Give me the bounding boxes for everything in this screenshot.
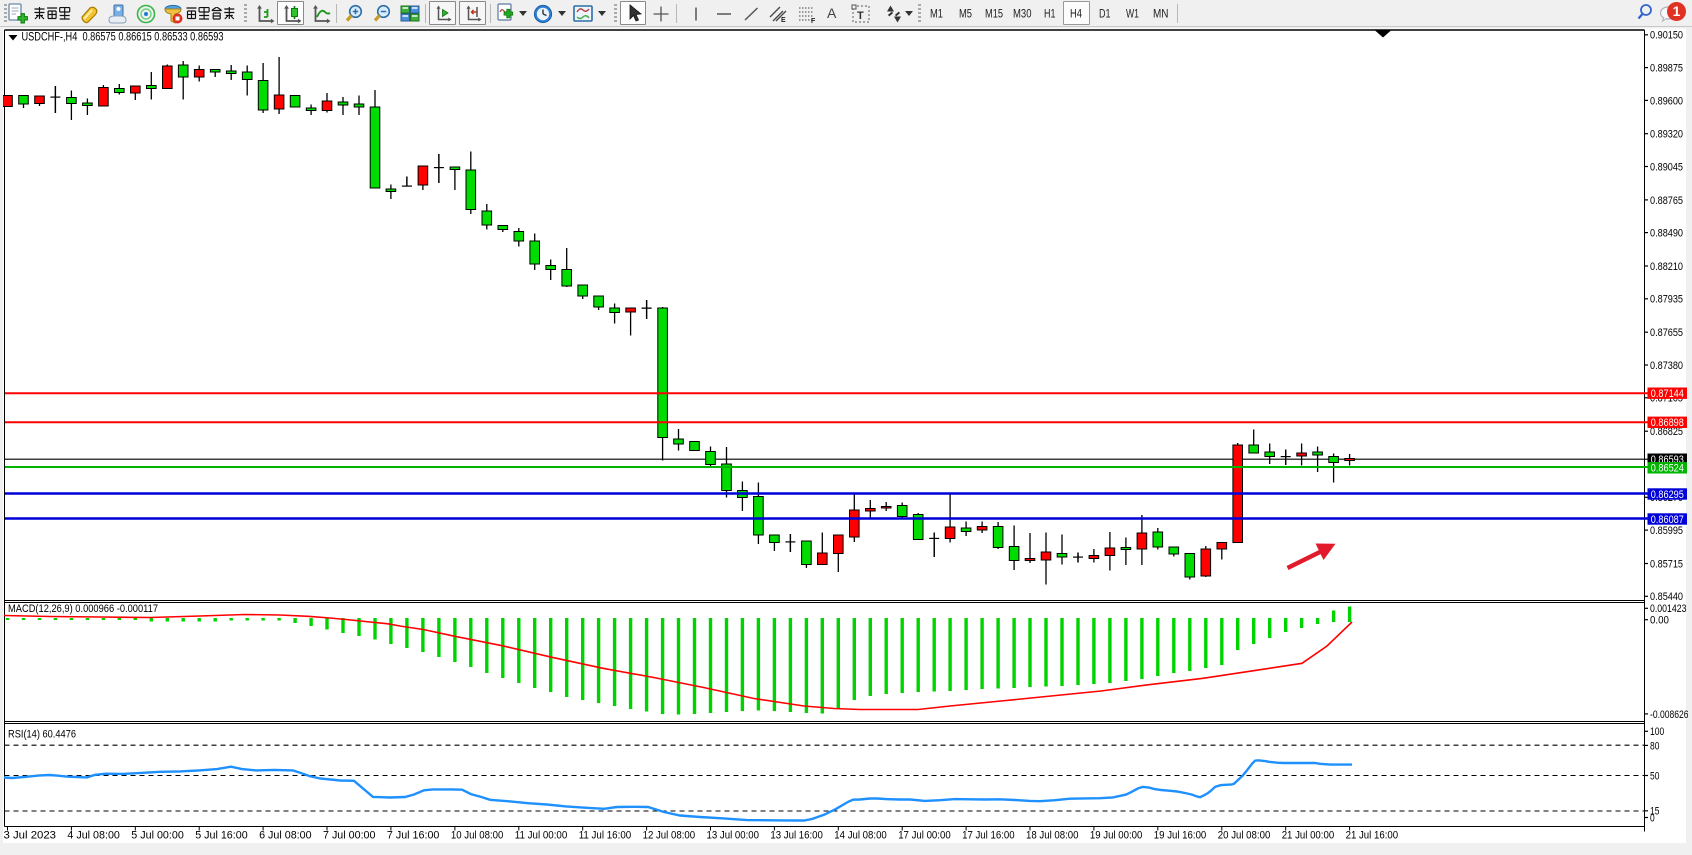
svg-text:0.87655: 0.87655: [1650, 327, 1683, 339]
svg-text:13 Jul 00:00: 13 Jul 00:00: [707, 830, 760, 842]
svg-text:0.89600: 0.89600: [1650, 95, 1683, 107]
svg-text:RSI(14) 60.4476: RSI(14) 60.4476: [8, 729, 76, 741]
svg-text:0.86898: 0.86898: [1651, 417, 1684, 429]
svg-text:80: 80: [1650, 740, 1659, 752]
svg-text:15: 15: [1650, 806, 1659, 818]
svg-text:H1: H1: [1044, 9, 1056, 21]
svg-text:7 Jul 16:00: 7 Jul 16:00: [387, 830, 440, 842]
svg-text:11 Jul 16:00: 11 Jul 16:00: [579, 830, 632, 842]
svg-text:0.89045: 0.89045: [1650, 161, 1683, 173]
svg-text:F: F: [811, 18, 816, 24]
svg-text:6 Jul 08:00: 6 Jul 08:00: [259, 830, 312, 842]
svg-text:0.86087: 0.86087: [1651, 514, 1684, 526]
svg-text:10 Jul 08:00: 10 Jul 08:00: [451, 830, 504, 842]
svg-text:0.88765: 0.88765: [1650, 195, 1683, 207]
svg-text:11 Jul 00:00: 11 Jul 00:00: [515, 830, 568, 842]
svg-text:14 Jul 08:00: 14 Jul 08:00: [834, 830, 887, 842]
svg-text:4 Jul 08:00: 4 Jul 08:00: [67, 830, 120, 842]
svg-text:0.87380: 0.87380: [1650, 360, 1683, 372]
svg-text:M30: M30: [1013, 9, 1032, 21]
svg-text:0.86825: 0.86825: [1650, 426, 1683, 438]
svg-text:E: E: [781, 17, 786, 24]
svg-text:0.00: 0.00: [1650, 615, 1669, 627]
svg-text:0.89875: 0.89875: [1650, 63, 1683, 75]
svg-text:0.86524: 0.86524: [1651, 463, 1684, 475]
svg-text:0.87144: 0.87144: [1651, 388, 1684, 400]
svg-text:3 Jul 2023: 3 Jul 2023: [4, 830, 56, 842]
svg-text:D1: D1: [1099, 9, 1111, 21]
svg-text:5 Jul 16:00: 5 Jul 16:00: [195, 830, 248, 842]
svg-text:19 Jul 00:00: 19 Jul 00:00: [1090, 830, 1143, 842]
svg-text:21 Jul 00:00: 21 Jul 00:00: [1282, 830, 1335, 842]
svg-text:5 Jul 00:00: 5 Jul 00:00: [131, 830, 184, 842]
svg-text:0: 0: [1650, 812, 1655, 824]
svg-text:50: 50: [1650, 770, 1659, 782]
svg-text:H4: H4: [1070, 9, 1082, 21]
svg-text:18 Jul 08:00: 18 Jul 08:00: [1026, 830, 1079, 842]
svg-text:0.85440: 0.85440: [1650, 591, 1683, 603]
svg-text:0.88210: 0.88210: [1650, 261, 1683, 273]
svg-text:0.001423: 0.001423: [1650, 603, 1687, 615]
svg-text:17 Jul 00:00: 17 Jul 00:00: [898, 830, 951, 842]
svg-text:MN: MN: [1153, 9, 1169, 21]
svg-text:13 Jul 16:00: 13 Jul 16:00: [770, 830, 823, 842]
svg-text:19 Jul 16:00: 19 Jul 16:00: [1154, 830, 1207, 842]
svg-text:17 Jul 16:00: 17 Jul 16:00: [962, 830, 1015, 842]
svg-text:M1: M1: [930, 9, 943, 21]
svg-text:20 Jul 08:00: 20 Jul 08:00: [1218, 830, 1271, 842]
svg-text:7 Jul 00:00: 7 Jul 00:00: [323, 830, 376, 842]
svg-text:0.85995: 0.85995: [1650, 525, 1683, 537]
svg-text:-0.008626: -0.008626: [1650, 709, 1689, 721]
svg-text:MACD(12,26,9) 0.000966 -0.0001: MACD(12,26,9) 0.000966 -0.000117: [8, 603, 158, 615]
svg-text:T: T: [857, 10, 864, 22]
svg-text:21 Jul 16:00: 21 Jul 16:00: [1346, 830, 1399, 842]
svg-text:100: 100: [1650, 726, 1664, 738]
svg-text:M5: M5: [959, 9, 972, 21]
svg-text:0.86295: 0.86295: [1651, 489, 1684, 501]
svg-text:W1: W1: [1126, 9, 1139, 21]
svg-text:USDCHF-,H4 0.86575 0.86615 0.: USDCHF-,H4 0.86575 0.86615 0.86533 0.865…: [22, 32, 224, 44]
svg-text:M15: M15: [985, 9, 1003, 21]
svg-text:0.88490: 0.88490: [1650, 228, 1683, 240]
svg-text:0.89320: 0.89320: [1650, 129, 1683, 141]
svg-text:0.90150: 0.90150: [1650, 30, 1683, 42]
svg-text:12 Jul 08:00: 12 Jul 08:00: [643, 830, 696, 842]
svg-text:0.85715: 0.85715: [1650, 558, 1683, 570]
svg-text:0.87935: 0.87935: [1650, 294, 1683, 306]
